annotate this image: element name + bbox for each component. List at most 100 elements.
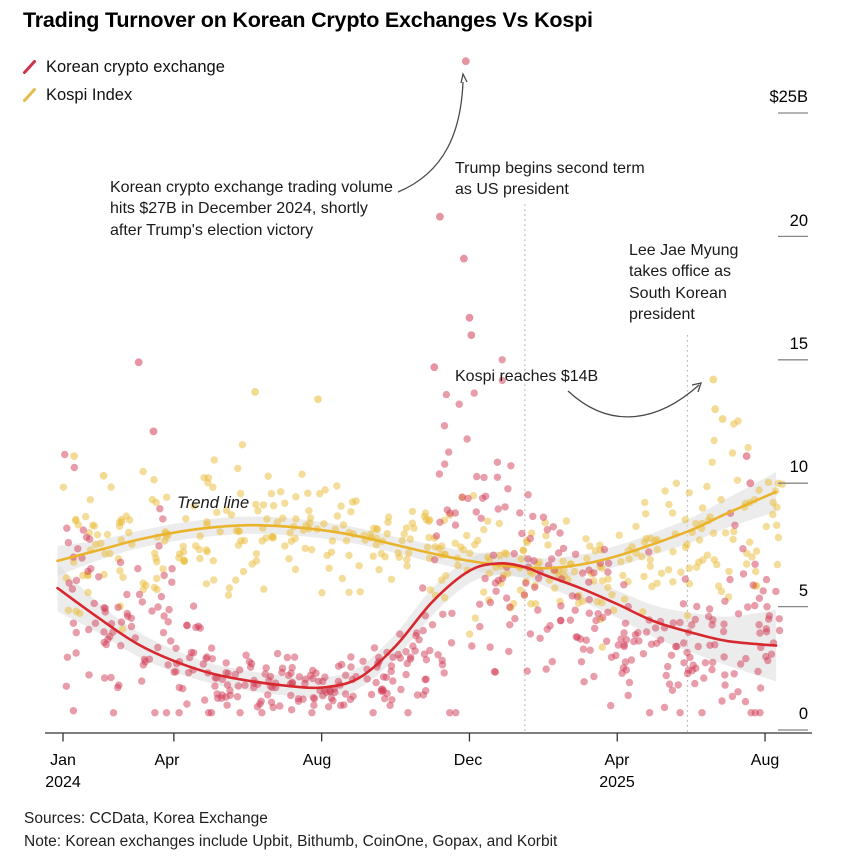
- data-point: [347, 508, 355, 516]
- data-point: [481, 574, 489, 583]
- data-point: [252, 500, 260, 509]
- data-point: [431, 556, 439, 564]
- data-point: [325, 564, 333, 572]
- trend-korean-crypto-exchange: [56, 562, 778, 690]
- data-point: [730, 670, 738, 678]
- data-point: [544, 541, 552, 549]
- data-point: [200, 474, 208, 482]
- data-point: [746, 538, 754, 546]
- data-point: [530, 557, 538, 565]
- data-point: [661, 487, 669, 495]
- data-point: [72, 607, 80, 615]
- data-point: [292, 493, 300, 501]
- data-point: [288, 663, 296, 672]
- data-point: [646, 562, 654, 570]
- data-point: [586, 542, 594, 550]
- data-point: [86, 535, 94, 543]
- data-point: [582, 636, 590, 644]
- data-point: [117, 536, 125, 544]
- data-point: [138, 677, 146, 685]
- data-point: [202, 580, 211, 588]
- data-point: [435, 470, 444, 478]
- data-point: [370, 644, 379, 652]
- trend-kospi-index: [56, 490, 778, 570]
- data-point: [585, 578, 593, 586]
- data-point: [486, 598, 495, 607]
- data-point: [480, 525, 488, 534]
- data-point: [101, 608, 110, 616]
- data-point: [668, 686, 677, 694]
- data-point: [708, 458, 716, 466]
- data-point: [582, 535, 590, 543]
- data-point: [477, 514, 485, 522]
- data-point: [486, 643, 494, 651]
- data-point: [383, 530, 391, 538]
- data-point: [240, 536, 249, 545]
- data-point: [299, 695, 307, 703]
- data-point: [630, 637, 638, 646]
- data-point: [608, 591, 616, 599]
- data-point: [153, 585, 161, 594]
- data-point: [423, 543, 432, 551]
- data-point: [107, 483, 115, 491]
- data-point: [72, 576, 81, 585]
- data-point: [548, 657, 556, 666]
- data-point: [345, 551, 353, 560]
- data-point: [485, 569, 494, 577]
- data-point: [721, 529, 730, 537]
- data-point: [109, 709, 118, 717]
- data-point: [419, 584, 427, 592]
- data-point: [527, 600, 535, 608]
- data-point: [268, 533, 276, 541]
- data-point: [208, 655, 216, 663]
- data-point: [764, 656, 772, 665]
- data-point: [428, 621, 437, 629]
- data-point: [196, 532, 204, 540]
- data-point: [405, 549, 413, 557]
- data-point: [607, 701, 615, 710]
- data-point: [577, 658, 586, 666]
- y-tick-label-0: 0: [798, 705, 808, 723]
- data-point: [598, 643, 606, 651]
- data-point: [151, 549, 159, 557]
- data-point: [679, 600, 688, 608]
- data-point: [733, 476, 742, 484]
- data-point: [451, 521, 460, 529]
- data-point: [131, 634, 139, 642]
- data-point: [213, 508, 221, 517]
- data-point: [631, 631, 640, 639]
- data-point: [680, 659, 688, 667]
- data-point: [759, 587, 767, 595]
- data-point: [692, 563, 701, 571]
- page-title: Trading Turnover on Korean Crypto Exchan…: [23, 8, 593, 32]
- data-point: [710, 436, 718, 445]
- data-point: [688, 621, 696, 629]
- data-point: [522, 579, 530, 587]
- data-point: [721, 597, 729, 605]
- data-point: [773, 560, 782, 569]
- data-point: [498, 376, 506, 385]
- data-point: [406, 535, 414, 543]
- data-point: [549, 523, 557, 531]
- data-point: [318, 589, 326, 597]
- data-point: [579, 597, 587, 605]
- data-point: [455, 400, 463, 408]
- data-point: [617, 558, 625, 566]
- data-point: [306, 514, 315, 522]
- data-point: [451, 539, 459, 547]
- data-point: [692, 519, 700, 528]
- data-point: [159, 515, 167, 523]
- data-point: [292, 515, 300, 523]
- data-point: [620, 581, 628, 589]
- data-point: [117, 642, 125, 650]
- data-point: [372, 678, 380, 687]
- data-point: [718, 697, 726, 705]
- data-point: [342, 537, 351, 545]
- data-point: [434, 651, 442, 659]
- data-point: [403, 562, 411, 570]
- data-point: [273, 518, 281, 526]
- data-point: [295, 673, 304, 681]
- data-point: [566, 616, 575, 624]
- data-point: [148, 607, 156, 615]
- data-point: [438, 542, 446, 550]
